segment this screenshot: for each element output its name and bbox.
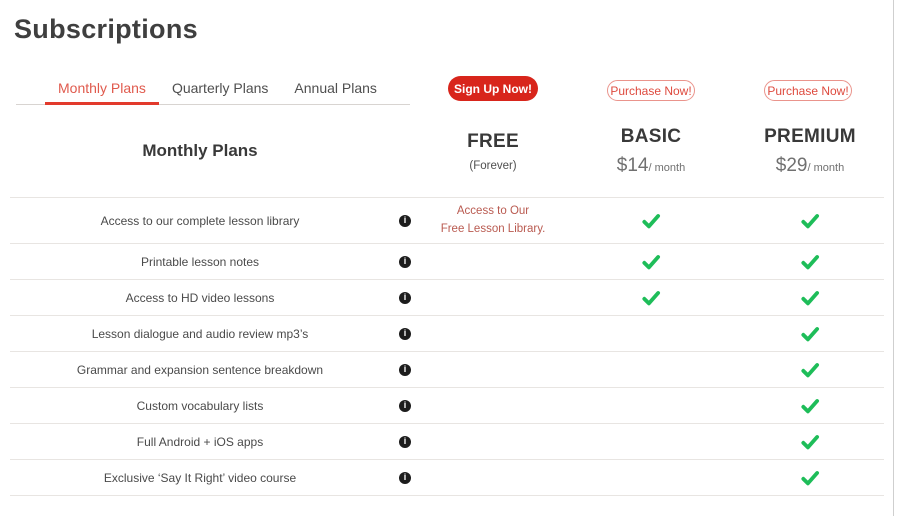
plan-subtitle: (Forever) [469,159,517,172]
info-icon[interactable]: i [399,255,411,268]
check-icon [801,434,819,449]
price-period: / month [648,161,686,174]
plan-header-premium: PREMIUM $29/ month [736,126,884,177]
table-row: Custom vocabulary lists i [10,387,884,423]
cell-basic [566,288,736,308]
plan-name: PREMIUM [764,125,856,147]
plan-name: FREE [467,130,519,152]
cell-premium [736,324,884,344]
cell-premium [736,252,884,272]
cell-free: Access to Our Free Lesson Library. [420,203,566,238]
price-amount: $29 [775,154,808,176]
cell-premium [736,396,884,416]
table-row: Printable lesson notes i [10,243,884,279]
check-icon [642,213,660,228]
check-icon [801,326,819,341]
free-note: Access to Our Free Lesson Library. [440,205,546,235]
cell-basic [566,252,736,272]
plan-header-basic: BASIC $14/ month [566,126,736,177]
feature-label: Printable lesson notes [140,254,260,269]
table-row: Access to HD video lessons i [10,279,884,315]
cell-premium [736,432,884,452]
active-tab-underline [45,102,159,105]
price-amount: $14 [616,154,649,176]
info-icon[interactable]: i [399,327,411,340]
feature-label: Access to HD video lessons [125,290,275,305]
info-icon[interactable]: i [399,291,411,304]
feature-label: Exclusive ‘Say It Right’ video course [103,470,297,485]
table-row: Exclusive ‘Say It Right’ video course i [10,459,884,495]
info-icon[interactable]: i [399,399,411,412]
table-row: Full Android + iOS apps i [10,423,884,459]
plan-name: BASIC [620,125,682,147]
cell-premium [736,211,884,231]
feature-label: Full Android + iOS apps [136,434,264,449]
info-icon[interactable]: i [399,363,411,376]
cell-premium [736,288,884,308]
purchase-premium-button[interactable]: Purchase Now! [764,80,852,101]
plan-tabs: Monthly Plans Quarterly Plans Annual Plans [45,79,390,97]
feature-label: Lesson dialogue and audio review mp3’s [91,326,309,341]
plan-header-free: FREE (Forever) [420,131,566,172]
purchase-basic-button[interactable]: Purchase Now! [607,80,695,101]
page-right-border [893,0,894,516]
plan-price: $14/ month [617,155,685,177]
check-icon [801,290,819,305]
feature-label: Access to our complete lesson library [100,213,300,228]
check-icon [642,290,660,305]
page-title: Subscriptions [14,14,198,44]
check-icon [801,470,819,485]
tab-monthly-plans[interactable]: Monthly Plans [58,80,146,96]
feature-table-body: Access to our complete lesson library i Ac… [10,197,884,496]
check-icon [642,254,660,269]
table-row: Grammar and expansion sentence breakdown… [10,351,884,387]
table-row: Access to our complete lesson library i Ac… [10,197,884,243]
tab-annual-plans[interactable]: Annual Plans [294,80,377,96]
price-period: / month [807,161,845,174]
feature-column-header: Monthly Plans [142,141,258,160]
sign-up-button[interactable]: Sign Up Now! [448,76,538,101]
check-icon [801,213,819,228]
cell-premium [736,360,884,380]
tab-quarterly-plans[interactable]: Quarterly Plans [171,80,269,96]
plan-price: $29/ month [776,155,844,177]
check-icon [801,254,819,269]
table-row: Lesson dialogue and audio review mp3’s i [10,315,884,351]
cell-premium [736,468,884,488]
info-icon[interactable]: i [399,471,411,484]
info-icon[interactable]: i [399,214,411,227]
feature-label: Custom vocabulary lists [136,398,264,413]
table-header-row: Monthly Plans FREE (Forever) BASIC $14/ … [10,105,884,197]
check-icon [801,362,819,377]
info-icon[interactable]: i [399,435,411,448]
tabs-divider [16,104,410,105]
feature-label: Grammar and expansion sentence breakdown [76,362,324,377]
check-icon [801,398,819,413]
cell-basic [566,211,736,231]
